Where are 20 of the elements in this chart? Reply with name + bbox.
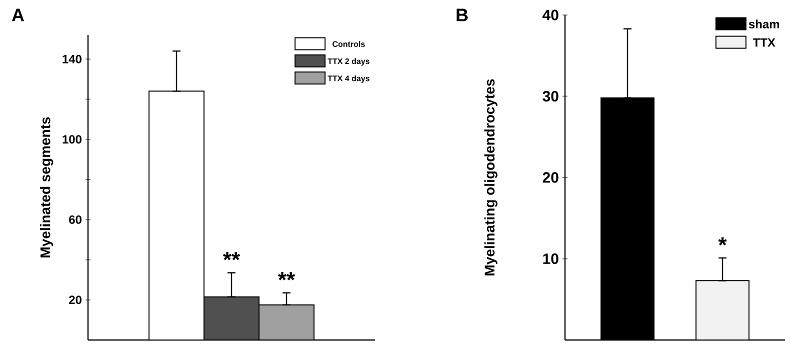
legend-label: TTX [752, 38, 776, 47]
legend-label: sham [748, 20, 780, 28]
y-tick-label: 30 [542, 90, 558, 102]
annotation: ** [223, 252, 240, 260]
y-tick-label: 140 [62, 54, 82, 64]
y-tick-label: 20 [69, 296, 82, 304]
y-tick-label: 100 [62, 135, 82, 144]
legend-label: TTX 4 days [328, 75, 370, 83]
annotation: ** [278, 272, 296, 280]
y-tick-label: 40 [542, 10, 558, 20]
chart-title: B [456, 8, 468, 22]
y-axis-title: Myelinating oligodendrocytes [484, 79, 498, 276]
legend-label: TTX 2 days [328, 58, 370, 66]
y-tick-label: 60 [69, 215, 82, 224]
y-tick-label: 20 [542, 172, 558, 183]
legend-label: Controls [332, 41, 365, 47]
y-tick-label: 10 [543, 253, 558, 264]
y-axis-title: Myelinated segments [40, 117, 54, 258]
chart-title: A [12, 8, 24, 22]
annotation: * [718, 237, 727, 246]
